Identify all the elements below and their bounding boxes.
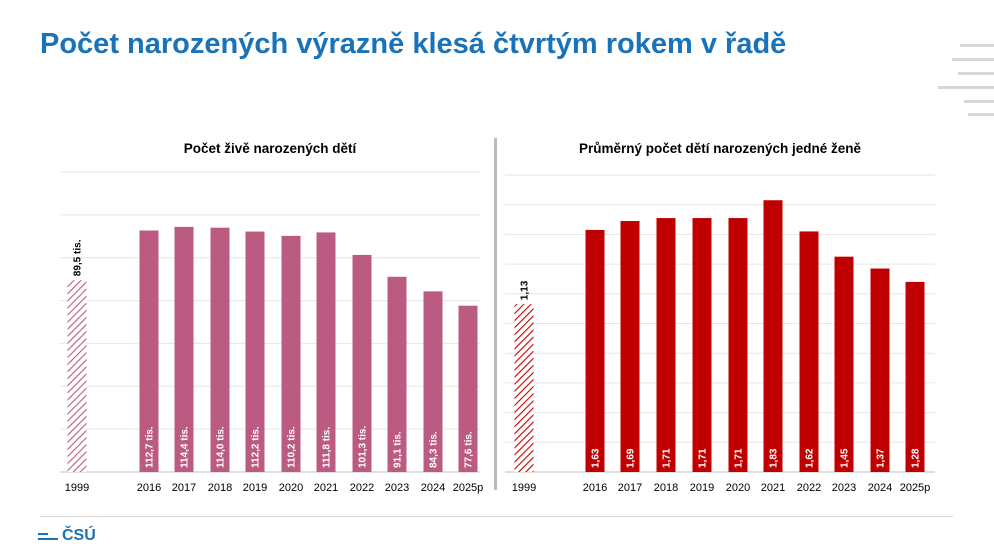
chart-right-title: Průměrný počet dětí narozených jedné žen… [578,141,862,156]
tick-label-2020: 2020 [726,482,750,494]
data-label-2017: 114,4 tis. [180,426,191,468]
tick-label-2022: 2022 [350,482,374,494]
data-label-2016: 1,63 [591,448,602,468]
bar-2017 [620,221,640,472]
chart-divider [494,138,497,490]
bar-2020 [281,235,301,472]
csu-logo: ČSÚ [38,527,96,545]
bar-2025p [905,281,925,472]
gridlines [505,174,935,473]
tick-label-2016: 2016 [583,482,607,494]
bar-2023 [834,256,854,472]
data-label-2022: 101,3 tis. [358,426,369,468]
bar-1999 [67,280,87,472]
bar-2017 [174,226,194,472]
tick-label-1999: 1999 [65,482,89,494]
decorative-lines-icon [938,44,994,116]
bar-2020 [728,218,748,472]
bar-2018 [210,227,230,472]
bar-2021 [316,232,336,472]
data-label-2023: 1,45 [840,448,851,468]
data-label-2018: 114,0 tis. [216,426,227,468]
tick-label-2019: 2019 [243,482,267,494]
gridlines [60,171,480,473]
tick-label-2022: 2022 [797,482,821,494]
data-label-2021: 1,83 [769,448,780,468]
bar-2018 [656,218,676,472]
data-label-1999: 89,5 tis. [73,239,84,276]
bar-2024 [870,268,890,472]
logo-mark-icon [38,530,60,542]
data-label-2022: 1,62 [805,448,816,468]
footer-divider [40,516,953,517]
chart-left-title: Počet živě narozených dětí [183,141,357,156]
tick-label-2016: 2016 [137,482,161,494]
tick-label-2017: 2017 [618,482,642,494]
tick-label-2019: 2019 [690,482,714,494]
tick-label-2024: 2024 [868,482,892,494]
tick-label-2024: 2024 [421,482,445,494]
tick-label-2020: 2020 [279,482,303,494]
bar-2022 [799,231,819,472]
bar-2024 [423,291,443,472]
data-label-2023: 91,1 tis. [393,431,404,468]
tick-label-2018: 2018 [208,482,232,494]
bar-2023 [387,276,407,472]
bar-2022 [352,254,372,472]
data-label-2020: 1,71 [734,448,745,468]
bar-2016 [585,229,605,472]
page-title: Počet narozených výrazně klesá čtvrtým r… [40,28,787,60]
data-label-2017: 1,69 [626,448,637,468]
bar-2019 [245,231,265,472]
tick-label-2021: 2021 [761,482,785,494]
data-label-2016: 112,7 tis. [145,426,156,468]
data-label-2020: 110,2 tis. [287,426,298,468]
data-label-2024: 84,3 tis. [429,431,440,468]
data-label-1999: 1,13 [520,280,531,300]
tick-label-1999: 1999 [512,482,536,494]
bar-2019 [692,218,712,472]
bar-2025p [458,305,478,472]
data-label-2019: 1,71 [698,448,709,468]
tick-label-2023: 2023 [385,482,409,494]
data-label-2019: 112,2 tis. [251,426,262,468]
bar-2021 [763,200,783,472]
tick-label-2025p: 2025p [453,482,484,494]
data-label-2021: 111,8 tis. [322,427,333,468]
tick-label-2017: 2017 [172,482,196,494]
data-label-2025p: 77,6 tis. [464,431,475,468]
data-label-2024: 1,37 [876,448,887,468]
tick-label-2021: 2021 [314,482,338,494]
data-label-2025p: 1,28 [911,448,922,468]
bar-2016 [139,230,159,472]
logo-text: ČSÚ [62,527,96,544]
tick-label-2023: 2023 [832,482,856,494]
data-label-2018: 1,71 [662,448,673,468]
bar-1999 [514,304,534,472]
tick-label-2025p: 2025p [900,482,931,494]
tick-label-2018: 2018 [654,482,678,494]
